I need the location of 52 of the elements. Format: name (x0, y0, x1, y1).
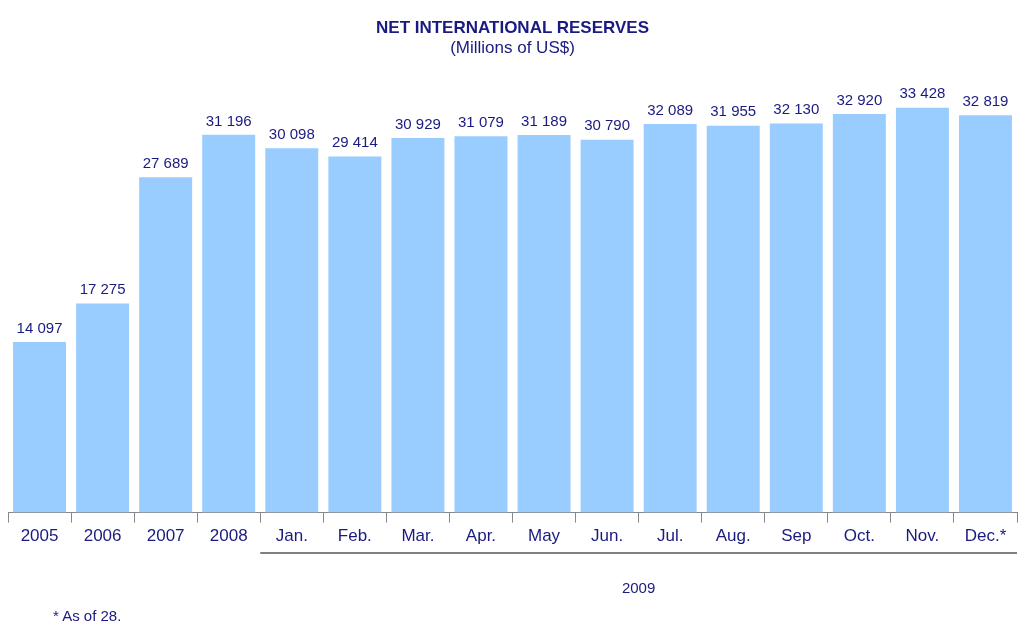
data-label: 32 089 (647, 100, 694, 118)
data-label: 31 189 (521, 111, 567, 129)
data-label: 27 689 (142, 153, 189, 171)
bar (139, 177, 193, 513)
x-tick-label: 2005 (20, 526, 59, 546)
bar (76, 303, 130, 513)
bar (832, 113, 886, 513)
x-tick-label: Apr. (465, 526, 497, 546)
bar (580, 139, 634, 513)
data-label: 31 079 (458, 112, 504, 130)
bar (769, 123, 823, 513)
text: 2009 (621, 578, 656, 596)
data-label: 30 098 (268, 124, 315, 142)
data-label: 31 196 (205, 111, 252, 129)
x-tick-label: May (527, 526, 561, 546)
data-label: 17 275 (79, 280, 126, 298)
bar (643, 124, 697, 513)
x-tick-label: Oct. (843, 526, 875, 546)
bar (517, 134, 571, 513)
bar (958, 115, 1012, 513)
bar (706, 125, 760, 513)
x-tick-label: 2008 (209, 526, 248, 546)
x-tick-label: Dec.* (964, 526, 1007, 546)
x-tick-label: Sep (781, 526, 812, 546)
x-tick-label: Jun. (591, 526, 624, 546)
bar (13, 341, 67, 513)
x-tick-label: Feb. (337, 526, 372, 546)
x-tick-label: 2007 (146, 526, 185, 546)
bar (328, 156, 382, 513)
data-label: 32 920 (836, 90, 883, 108)
chart-title: NET INTERNATIONAL RESERVES (376, 17, 649, 37)
data-label: 29 414 (331, 133, 378, 151)
x-tick-label: Jan. (275, 526, 308, 546)
bar (265, 148, 319, 513)
data-label: 32 819 (962, 91, 1009, 109)
text: * As of 28. (53, 606, 122, 624)
data-label: 30 929 (394, 114, 441, 132)
chart-subtitle: (Millions of US$) (450, 38, 575, 58)
data-label: 30 790 (584, 116, 631, 134)
bar (895, 107, 949, 513)
bar (454, 136, 508, 513)
data-label: 14 097 (16, 318, 63, 336)
bar (202, 134, 256, 513)
x-tick-label: Aug. (715, 526, 751, 546)
x-tick-label: Mar. (401, 526, 435, 546)
data-label: 32 130 (773, 100, 820, 118)
bar (391, 138, 445, 513)
data-label: 33 428 (899, 84, 946, 102)
x-tick-label: Jul. (656, 526, 684, 546)
data-label: 31 955 (710, 102, 757, 120)
x-tick-label: Nov. (905, 526, 940, 546)
x-tick-label: 2006 (83, 526, 122, 546)
